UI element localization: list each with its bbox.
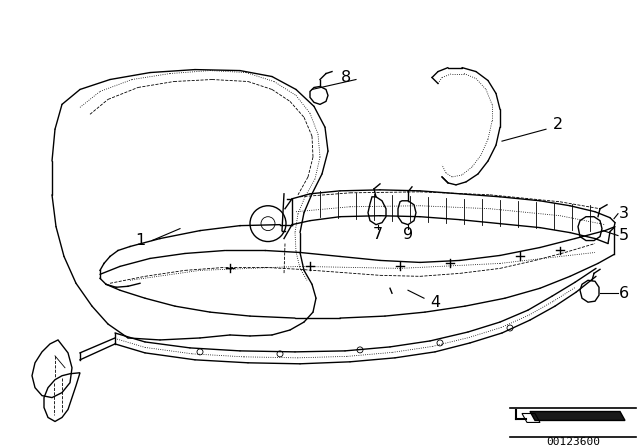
Text: 9: 9: [403, 227, 413, 242]
Text: 8: 8: [341, 70, 351, 85]
Text: 6: 6: [619, 286, 629, 301]
Polygon shape: [530, 412, 625, 421]
Text: 2: 2: [553, 117, 563, 132]
Text: 1: 1: [135, 233, 145, 248]
Text: 5: 5: [619, 228, 629, 243]
Text: 4: 4: [430, 295, 440, 310]
Text: 7: 7: [373, 227, 383, 242]
Text: 3: 3: [619, 206, 629, 221]
Text: 00123600: 00123600: [546, 437, 600, 448]
